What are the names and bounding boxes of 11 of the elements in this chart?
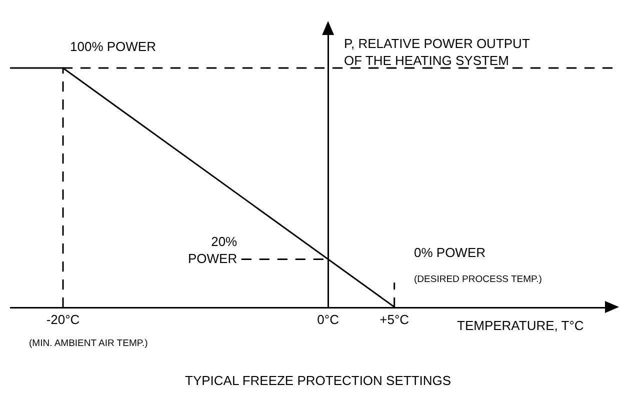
text: (MIN. AMBIENT AIR TEMP.) xyxy=(29,338,148,349)
x-tick-label: +5°C xyxy=(380,312,410,328)
x-axis-title: TEMPERATURE, T°C xyxy=(457,318,584,333)
text: 100% POWER xyxy=(70,39,156,54)
y-axis-title: P, RELATIVE POWER OUTPUT OF THE HEATING SYSTEM xyxy=(344,36,530,68)
annotation: 0% POWER xyxy=(414,245,486,260)
annotation: 20% POWER xyxy=(188,234,238,266)
text: TYPICAL FREEZE PROTECTION SETTINGS xyxy=(185,373,452,388)
x-tick-label: -20°C xyxy=(46,312,80,328)
x-tick-label: 0°C xyxy=(317,312,339,328)
annotation: (DESIRED PROCESS TEMP.) xyxy=(414,274,542,285)
